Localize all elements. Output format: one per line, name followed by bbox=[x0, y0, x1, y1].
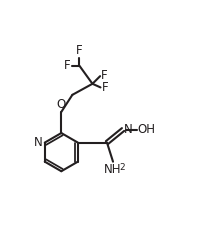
Text: NH: NH bbox=[104, 163, 121, 176]
Text: N: N bbox=[33, 136, 42, 149]
Text: O: O bbox=[56, 98, 66, 111]
Text: F: F bbox=[101, 81, 108, 94]
Text: OH: OH bbox=[137, 123, 155, 136]
Text: F: F bbox=[76, 44, 82, 57]
Text: N: N bbox=[124, 123, 132, 136]
Text: 2: 2 bbox=[119, 163, 124, 172]
Text: F: F bbox=[64, 59, 70, 72]
Text: F: F bbox=[101, 69, 107, 82]
